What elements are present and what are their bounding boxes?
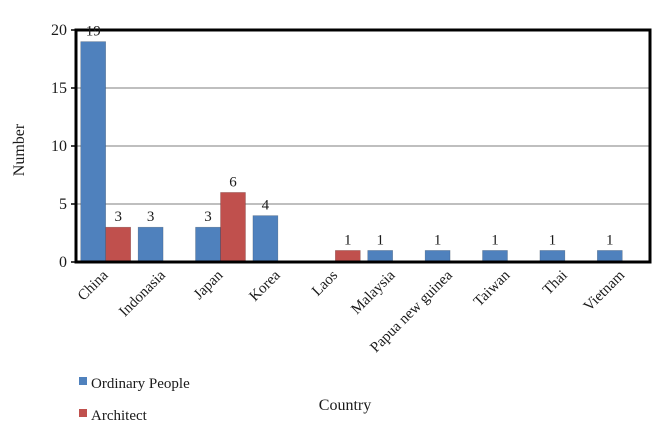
x-axis-title: Country xyxy=(319,397,371,414)
y-tick-label: 20 xyxy=(51,22,67,39)
legend: Ordinary People Architect xyxy=(79,376,190,424)
legend-swatch-ordinary-people xyxy=(79,377,87,385)
data-label-ordinary-people-japan: 3 xyxy=(204,209,212,225)
data-label-ordinary-people-china: 19 xyxy=(86,24,101,40)
data-label-ordinary-people-vietnam: 1 xyxy=(606,232,614,248)
bar-ordinary-people-indonasia xyxy=(137,226,164,263)
data-label-ordinary-people-taiwan: 1 xyxy=(491,232,499,248)
x-tick-label-china: China xyxy=(75,267,112,304)
x-tick-label-thai: Thai xyxy=(540,268,571,299)
data-label-architect-laos: 1 xyxy=(344,232,352,248)
y-tick-label: 10 xyxy=(51,138,67,155)
bar-ordinary-people-papua-new-guinea xyxy=(424,250,451,263)
bar-ordinary-people-taiwan xyxy=(482,250,508,263)
bar-ordinary-people-japan xyxy=(195,226,221,263)
x-tick-label-japan: Japan xyxy=(191,267,227,303)
bar-architect-laos xyxy=(334,250,361,263)
bar-ordinary-people-malaysia xyxy=(367,250,394,263)
x-tick-label-indonasia: Indonasia xyxy=(116,267,169,320)
x-tick-label-korea: Korea xyxy=(246,267,283,304)
bar-ordinary-people-vietnam xyxy=(596,250,623,263)
x-tick-label-taiwan: Taiwan xyxy=(471,267,514,310)
x-tick-label-laos: Laos xyxy=(309,267,341,299)
x-tick-label-malaysia: Malaysia xyxy=(348,267,398,317)
bar-ordinary-people-thai xyxy=(539,250,566,263)
y-tick-label: 0 xyxy=(59,254,67,271)
legend-label-architect: Architect xyxy=(91,408,148,424)
data-label-ordinary-people-papua-new-guinea: 1 xyxy=(434,232,442,248)
y-axis-title: Number xyxy=(11,123,28,176)
grid-lines xyxy=(76,87,650,205)
bar-architect-china xyxy=(105,226,131,263)
y-axis-ticks: 0 5 10 15 20 xyxy=(51,22,76,271)
data-label-ordinary-people-thai: 1 xyxy=(549,232,557,248)
data-label-architect-japan: 6 xyxy=(229,174,237,190)
bar-ordinary-people-china xyxy=(80,41,106,263)
data-labels: 19 3 3 4 1 1 1 1 1 3 6 1 xyxy=(86,24,614,249)
x-axis-ticks: China Indonasia Japan Korea Laos MalaysiaPapu… xyxy=(75,267,628,356)
bar-ordinary-people-korea xyxy=(252,215,279,263)
bars xyxy=(80,41,623,263)
legend-label-ordinary-people: Ordinary People xyxy=(91,376,190,392)
x-tick-label-vietnam: Vietnam xyxy=(581,267,628,314)
y-tick-label: 15 xyxy=(51,80,67,97)
data-label-ordinary-people-indonasia: 3 xyxy=(147,209,155,225)
data-label-ordinary-people-korea: 4 xyxy=(262,198,270,214)
data-label-architect-china: 3 xyxy=(114,209,122,225)
legend-swatch-architect xyxy=(79,409,87,417)
y-tick-label: 5 xyxy=(59,196,67,213)
bar-architect-japan xyxy=(220,192,246,263)
data-label-ordinary-people-malaysia: 1 xyxy=(376,232,384,248)
